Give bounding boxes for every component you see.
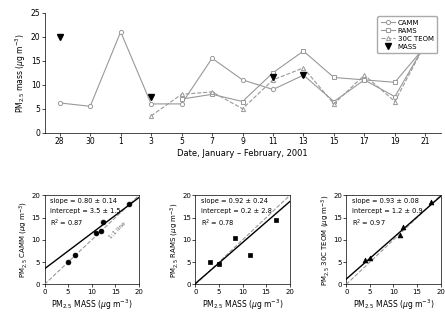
X-axis label: Date, January – February, 2001: Date, January – February, 2001	[177, 149, 308, 158]
X-axis label: PM$_{2.5}$ MASS ($\mu$g m$^{-3}$): PM$_{2.5}$ MASS ($\mu$g m$^{-3}$)	[51, 297, 132, 312]
Point	[65, 260, 72, 265]
RAMS	[331, 76, 336, 79]
Point	[399, 224, 406, 229]
Line: MASS: MASS	[57, 33, 429, 100]
CAMM	[392, 95, 397, 99]
30C TEOM	[331, 102, 336, 106]
30C TEOM	[270, 78, 275, 82]
CAMM	[331, 100, 336, 103]
Point	[366, 255, 373, 260]
CAMM	[149, 102, 154, 106]
Legend: CAMM, RAMS, 30C TEOM, MASS: CAMM, RAMS, 30C TEOM, MASS	[377, 16, 437, 53]
CAMM	[423, 42, 428, 46]
Point	[206, 260, 213, 265]
Text: slope = 0.80 ± 0.14: slope = 0.80 ± 0.14	[50, 198, 117, 204]
Point	[361, 258, 368, 263]
Line: CAMM: CAMM	[58, 30, 427, 108]
RAMS	[270, 71, 275, 75]
CAMM	[301, 73, 306, 77]
Y-axis label: PM$_{2.5}$ 30C TEOM ($\mu$g m$^{-3}$): PM$_{2.5}$ 30C TEOM ($\mu$g m$^{-3}$)	[320, 194, 332, 286]
Point	[428, 200, 435, 205]
30C TEOM	[179, 92, 184, 96]
RAMS	[240, 100, 245, 103]
MASS	[301, 73, 306, 77]
Point	[93, 231, 100, 236]
Point	[72, 253, 79, 258]
30C TEOM	[210, 90, 215, 94]
30C TEOM	[423, 42, 428, 46]
Point	[232, 235, 239, 240]
MASS	[423, 42, 428, 46]
Text: R$^2$ = 0.78: R$^2$ = 0.78	[201, 218, 235, 229]
Text: slope = 0.92 ± 0.24: slope = 0.92 ± 0.24	[201, 198, 268, 204]
Point	[97, 228, 105, 234]
CAMM	[118, 30, 123, 34]
CAMM	[240, 78, 245, 82]
MASS	[57, 35, 62, 39]
Point	[397, 233, 404, 238]
CAMM	[57, 101, 62, 105]
CAMM	[179, 102, 184, 106]
RAMS	[362, 78, 367, 82]
30C TEOM	[240, 107, 245, 111]
CAMM	[210, 56, 215, 60]
RAMS	[423, 44, 428, 48]
Point	[100, 220, 107, 225]
Text: intercept = 3.5 ± 1.5: intercept = 3.5 ± 1.5	[50, 208, 121, 214]
Text: slope = 0.93 ± 0.08: slope = 0.93 ± 0.08	[352, 198, 419, 204]
Text: R$^2$ = 0.97: R$^2$ = 0.97	[352, 218, 386, 229]
Point	[215, 262, 222, 267]
Text: 1:1 line: 1:1 line	[108, 221, 126, 240]
30C TEOM	[301, 66, 306, 70]
CAMM	[270, 88, 275, 91]
RAMS	[179, 97, 184, 101]
Point	[126, 202, 133, 207]
30C TEOM	[392, 100, 397, 103]
MASS	[149, 95, 154, 99]
MASS	[270, 76, 275, 79]
Text: R$^2$ = 0.87: R$^2$ = 0.87	[50, 218, 84, 229]
RAMS	[210, 92, 215, 96]
X-axis label: PM$_{2.5}$ MASS ($\mu$g m$^{-3}$): PM$_{2.5}$ MASS ($\mu$g m$^{-3}$)	[353, 297, 434, 312]
Y-axis label: PM$_{2.5}$ RAMS ($\mu$g m$^{-3}$): PM$_{2.5}$ RAMS ($\mu$g m$^{-3}$)	[169, 202, 181, 277]
Point	[272, 217, 279, 222]
Line: RAMS: RAMS	[179, 44, 427, 104]
RAMS	[301, 49, 306, 53]
30C TEOM	[149, 114, 154, 118]
Y-axis label: PM$_{2.5}$ mass ($\mu$g m$^{-3}$): PM$_{2.5}$ mass ($\mu$g m$^{-3}$)	[13, 33, 28, 113]
Y-axis label: PM$_{2.5}$ CAMM ($\mu$g m$^{-3}$): PM$_{2.5}$ CAMM ($\mu$g m$^{-3}$)	[18, 202, 30, 278]
RAMS	[392, 80, 397, 84]
Point	[246, 253, 253, 258]
Text: intercept = 0.2 ± 2.8: intercept = 0.2 ± 2.8	[201, 208, 272, 214]
CAMM	[362, 78, 367, 82]
30C TEOM	[362, 73, 367, 77]
X-axis label: PM$_{2.5}$ MASS ($\mu$g m$^{-3}$): PM$_{2.5}$ MASS ($\mu$g m$^{-3}$)	[202, 297, 283, 312]
CAMM	[88, 104, 93, 108]
Line: 30C TEOM: 30C TEOM	[149, 42, 427, 118]
Text: intercept = 1.2 ± 0.9: intercept = 1.2 ± 0.9	[352, 208, 423, 214]
